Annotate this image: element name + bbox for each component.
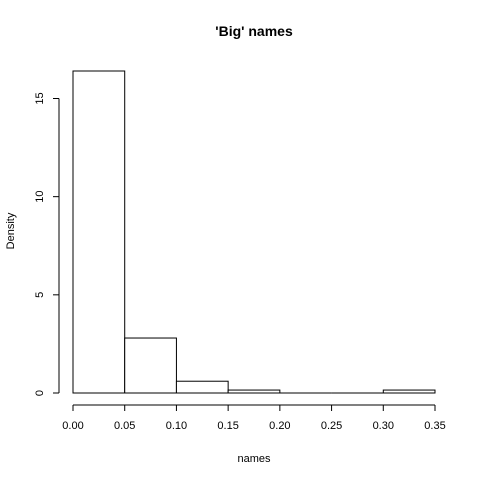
chart-title: 'Big' names <box>215 23 293 39</box>
histogram-bar-2 <box>175 380 229 394</box>
x-tick-label-2: 0.10 <box>166 420 187 432</box>
x-tick-label-0: 0.00 <box>62 420 83 432</box>
histogram-bar-1 <box>124 337 177 394</box>
x-tick-label-1: 0.05 <box>114 420 135 432</box>
x-axis-title: names <box>237 453 271 465</box>
histogram-bar-0 <box>72 70 126 394</box>
y-tick-label-1: 5 <box>34 292 46 298</box>
y-tick-label-2: 10 <box>34 191 46 203</box>
x-tick-label-7: 0.35 <box>424 420 445 432</box>
x-tick-label-5: 0.25 <box>321 420 342 432</box>
histogram-bar-3 <box>227 389 281 394</box>
bars-group <box>72 70 436 394</box>
y-axis: 0 5 10 15 <box>34 92 60 396</box>
x-tick-label-6: 0.30 <box>373 420 394 432</box>
histogram-bar-6 <box>382 389 436 394</box>
x-tick-label-4: 0.20 <box>269 420 290 432</box>
y-tick-label-0: 0 <box>34 390 46 396</box>
y-axis-title: Density <box>5 212 17 249</box>
x-tick-label-3: 0.15 <box>217 420 238 432</box>
y-tick-label-3: 15 <box>34 92 46 104</box>
x-axis: 0.00 0.05 0.10 0.15 0.20 0.25 0.30 0.35 <box>62 404 446 432</box>
